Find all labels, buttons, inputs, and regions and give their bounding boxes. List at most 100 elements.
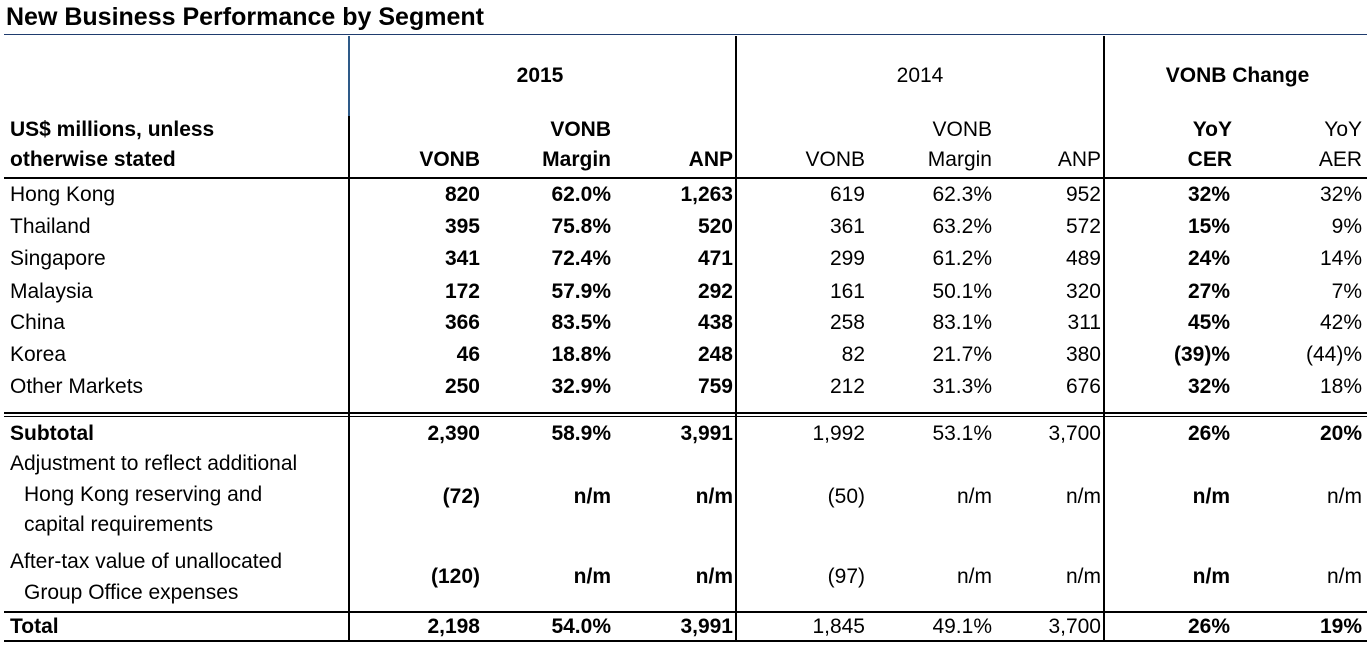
anp-2015: 292 (697, 280, 733, 303)
row-label-header-line1: US$ millions, unless (10, 118, 215, 141)
yoy-cer: (39)% (1173, 343, 1230, 366)
anp-2014: 676 (1065, 375, 1101, 398)
row-label-line3: capital requirements (24, 513, 214, 536)
page-title: New Business Performance by Segment (6, 3, 484, 31)
row-label: Total (10, 615, 59, 638)
yoy-aer: 42% (1319, 311, 1362, 334)
col-header-anp-2015: ANP (688, 148, 733, 171)
vonb-2015: 341 (444, 247, 480, 270)
row-label: Malaysia (10, 280, 93, 303)
margin-2015: n/m (573, 485, 611, 508)
row-label: Subtotal (10, 422, 94, 445)
row-label: China (10, 311, 65, 334)
yoy-aer: 7% (1331, 280, 1362, 303)
yoy-cer: 45% (1187, 311, 1230, 334)
vonb-2015: 2,390 (427, 422, 480, 445)
vonb-2015: 250 (444, 375, 480, 398)
total-bottom-rule (4, 640, 1367, 642)
yoy-cer: 32% (1187, 375, 1230, 398)
col-header-yoy-aer-line1: YoY (1324, 118, 1362, 141)
anp-2014: 3,700 (1048, 615, 1101, 638)
row-label: Other Markets (10, 375, 144, 398)
yoy-aer: 32% (1319, 183, 1362, 206)
anp-2015: n/m (695, 485, 733, 508)
column-divider-label-body (348, 116, 350, 642)
margin-2015: 72.4% (551, 247, 611, 270)
table-row: Thailand 395 75.8% 520 361 63.2% 572 15%… (0, 211, 1371, 243)
margin-2014: 83.1% (932, 311, 992, 334)
vonb-2014: 82 (841, 343, 865, 366)
group-header-2015: 2015 (516, 64, 564, 87)
margin-2014: n/m (956, 565, 992, 588)
col-header-yoy-cer-line2: CER (1187, 148, 1232, 171)
yoy-aer: 19% (1319, 615, 1362, 638)
table-row: Other Markets 250 32.9% 759 212 31.3% 67… (0, 371, 1371, 403)
anp-2015: 471 (697, 247, 733, 270)
subtotal-row: Subtotal 2,390 58.9% 3,991 1,992 53.1% 3… (0, 418, 1371, 450)
margin-2014: 49.1% (932, 615, 992, 638)
group-header-vonb-change: VONB Change (1165, 64, 1310, 87)
vonb-2014: (97) (827, 565, 865, 588)
anp-2014: 320 (1065, 280, 1101, 303)
row-label: Singapore (10, 247, 106, 270)
table-row: Korea 46 18.8% 248 82 21.7% 380 (39)% (4… (0, 339, 1371, 371)
aftertax-row: After-tax value of unallocated Group Off… (0, 546, 1371, 608)
margin-2014: 50.1% (932, 280, 992, 303)
margin-2014: 61.2% (932, 247, 992, 270)
vonb-2014: 361 (829, 215, 865, 238)
margin-2015: 75.8% (551, 215, 611, 238)
column-divider-2014 (1103, 36, 1105, 642)
total-top-rule (4, 611, 1367, 613)
yoy-cer: 32% (1187, 183, 1230, 206)
anp-2014: 311 (1067, 311, 1101, 334)
table-row: Malaysia 172 57.9% 292 161 50.1% 320 27%… (0, 276, 1371, 308)
row-label-header-line2: otherwise stated (10, 148, 176, 171)
anp-2014: 952 (1065, 183, 1101, 206)
row-label: Hong Kong (10, 183, 116, 206)
col-header-margin-2015-line1: VONB (550, 118, 611, 141)
yoy-cer: 27% (1187, 280, 1230, 303)
column-divider-2015 (735, 36, 737, 642)
vonb-2015: 46 (456, 343, 480, 366)
yoy-cer: 26% (1187, 422, 1230, 445)
col-header-anp-2014: ANP (1057, 148, 1101, 171)
table-row: Hong Kong 820 62.0% 1,263 619 62.3% 952 … (0, 179, 1371, 211)
yoy-aer: 9% (1331, 215, 1362, 238)
vonb-2015: 366 (444, 311, 480, 334)
vonb-2014: 258 (829, 311, 865, 334)
margin-2015: 83.5% (551, 311, 611, 334)
col-header-margin-2014-line1: VONB (932, 118, 992, 141)
yoy-cer: 24% (1187, 247, 1230, 270)
yoy-aer: n/m (1326, 485, 1362, 508)
col-header-vonb-2015: VONB (419, 148, 480, 171)
vonb-2015: 395 (444, 215, 480, 238)
margin-2015: 57.9% (551, 280, 611, 303)
col-header-margin-2015-line2: Margin (542, 148, 611, 171)
anp-2015: n/m (695, 565, 733, 588)
anp-2014: 380 (1065, 343, 1101, 366)
yoy-aer: n/m (1326, 565, 1362, 588)
anp-2014: 3,700 (1048, 422, 1101, 445)
total-row: Total 2,198 54.0% 3,991 1,845 49.1% 3,70… (0, 611, 1371, 642)
vonb-2014: 619 (829, 183, 865, 206)
col-header-yoy-aer-line2: AER (1318, 148, 1362, 171)
row-label: Thailand (10, 215, 91, 238)
vonb-2015: 2,198 (427, 615, 480, 638)
vonb-2014: (50) (827, 485, 865, 508)
vonb-2015: (72) (442, 485, 480, 508)
col-header-margin-2014-line2: Margin (927, 148, 992, 171)
vonb-2015: (120) (430, 565, 480, 588)
col-header-vonb-2014: VONB (805, 148, 865, 171)
vonb-2014: 212 (829, 375, 865, 398)
margin-2014: 62.3% (932, 183, 992, 206)
margin-2014: n/m (956, 485, 992, 508)
anp-2015: 3,991 (680, 422, 733, 445)
margin-2014: 31.3% (932, 375, 992, 398)
group-header-2014: 2014 (896, 64, 944, 87)
col-header-yoy-cer-line1: YoY (1192, 118, 1232, 141)
yoy-aer: 20% (1319, 422, 1362, 445)
anp-2014: n/m (1065, 565, 1101, 588)
margin-2014: 63.2% (932, 215, 992, 238)
yoy-cer: n/m (1192, 485, 1230, 508)
anp-2015: 438 (697, 311, 733, 334)
